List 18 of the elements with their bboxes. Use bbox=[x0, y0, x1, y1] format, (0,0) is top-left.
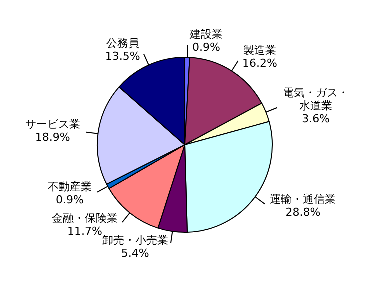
data-label: 5.4% bbox=[121, 246, 150, 260]
data-label: 28.8% bbox=[286, 206, 321, 219]
slice-label: 不動産業 bbox=[48, 180, 92, 194]
slice-label: 公務員 bbox=[106, 37, 140, 50]
data-label: 0.9% bbox=[56, 194, 84, 207]
data-label: 3.6% bbox=[302, 112, 330, 126]
slice-label: 卸売・小売業 bbox=[102, 234, 168, 247]
data-label: 0.9% bbox=[192, 40, 220, 54]
data-label: 11.7% bbox=[68, 224, 102, 238]
data-label: 16.2% bbox=[242, 57, 278, 70]
slice-label: 製造業 bbox=[243, 44, 276, 58]
slice-label: 建設業 bbox=[188, 28, 223, 41]
slice-label: 運輸・通信業 bbox=[270, 192, 336, 206]
data-label: 18.9% bbox=[35, 131, 70, 144]
slice-label: 電気・ガス・水道業 bbox=[283, 86, 350, 112]
slice-label: サービス業 bbox=[25, 118, 80, 132]
data-label: 13.5% bbox=[105, 50, 140, 64]
slice-label: 金融・保険業 bbox=[52, 212, 118, 225]
